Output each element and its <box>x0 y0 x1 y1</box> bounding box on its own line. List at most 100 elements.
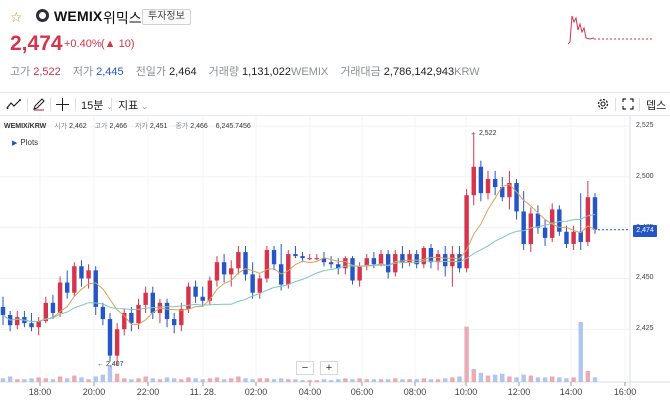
trendline-icon[interactable] <box>6 98 22 110</box>
x-tick-label: 12:00 <box>507 387 531 397</box>
candle-up <box>507 183 512 198</box>
high-value: 2,522 <box>33 66 61 78</box>
candle-down <box>400 254 405 263</box>
x-tick-label: 10:00 <box>454 387 478 397</box>
candle-up <box>407 254 412 263</box>
candle-down <box>564 231 569 244</box>
candle-up <box>343 258 348 269</box>
volume-bar <box>514 377 519 382</box>
candle-down <box>414 254 419 265</box>
volume-bar <box>542 377 548 382</box>
volume-bar <box>300 380 305 382</box>
candle-up <box>357 266 362 281</box>
volume-bar <box>507 376 512 382</box>
candle-down <box>514 183 519 212</box>
prev-close-label: 전일가 <box>135 66 167 78</box>
volume-bar <box>93 376 98 382</box>
candle-up <box>122 312 127 330</box>
interval-selector[interactable]: 15분 ⌄ <box>81 97 113 113</box>
volume-bar <box>457 376 462 382</box>
legend-high-value: 2,466 <box>109 123 128 130</box>
candle-up <box>314 258 320 260</box>
candle-up <box>450 254 455 267</box>
crosshair-icon[interactable] <box>56 98 69 111</box>
volume-bar <box>328 380 334 382</box>
x-tick-label: 22:00 <box>136 387 160 397</box>
volume-bar <box>428 379 434 382</box>
x-tick-label: 20:00 <box>82 387 106 397</box>
volume-bar <box>171 378 177 382</box>
x-tick-label: 14:00 <box>559 387 583 397</box>
depth-button[interactable]: 뎁스 <box>646 100 667 112</box>
candle-up <box>286 254 291 285</box>
candle-up <box>214 262 220 281</box>
x-tick-label: 11. 28. <box>189 387 217 397</box>
pair-label: WEMIX/KRW <box>4 123 47 130</box>
candle-up <box>307 258 312 260</box>
volume-bar <box>278 378 284 382</box>
candle-down <box>371 258 377 265</box>
volume-value: 1,131,022 <box>242 66 291 78</box>
volume-bar <box>521 374 526 382</box>
volume-bar <box>271 379 277 382</box>
change-amount-value: ▲ 10 <box>104 38 131 50</box>
volume-bar <box>7 376 13 382</box>
volume-bar <box>592 377 598 382</box>
volume-bar <box>400 379 405 382</box>
plots-label: Plots <box>20 138 39 147</box>
volume-bar <box>129 379 134 382</box>
volume-bar <box>250 379 255 382</box>
change-amount: (▲ 10) <box>101 38 135 50</box>
zoom-out-button[interactable]: − <box>296 361 314 375</box>
candle-up <box>471 166 476 196</box>
volume-bar <box>357 378 362 382</box>
candle-up <box>229 268 234 275</box>
candle-down <box>535 213 541 228</box>
fullscreen-icon[interactable] <box>622 98 634 110</box>
volume-bar <box>450 377 455 382</box>
candle-down <box>243 252 248 275</box>
candle-down <box>129 312 134 324</box>
volume-bar <box>136 378 141 382</box>
candle-up <box>464 195 469 269</box>
volume-bar <box>464 326 469 382</box>
volume-bar <box>186 377 191 382</box>
divider <box>639 98 640 111</box>
candle-up <box>136 304 141 324</box>
volume-bar <box>571 377 576 382</box>
zoom-in-button[interactable]: + <box>320 361 338 375</box>
candle-down <box>164 302 170 320</box>
candle-down <box>385 254 391 273</box>
candle-down <box>271 250 277 265</box>
candle-up <box>186 286 191 309</box>
divider <box>75 98 76 111</box>
close-value: 2,466 <box>190 123 208 130</box>
candle-down <box>150 292 155 313</box>
indicator-selector[interactable]: 지표 ⌄ <box>118 97 148 113</box>
volume-bar <box>200 379 205 382</box>
candle-down <box>350 258 355 281</box>
plots-toggle[interactable]: ▶ Plots <box>12 138 38 147</box>
invest-info-button[interactable]: 투자정보 <box>142 9 191 25</box>
star-icon[interactable]: ☆ <box>10 9 23 25</box>
volume-bar <box>22 379 27 382</box>
volume-bar <box>43 378 49 382</box>
volume-bar <box>307 380 312 382</box>
candle-up <box>179 308 184 326</box>
volume-bar <box>57 376 63 382</box>
volume-bar <box>478 372 484 382</box>
expand-triangle-icon: ▶ <box>12 140 18 147</box>
y-tick-label: 2,500 <box>636 172 654 180</box>
pencil-icon[interactable] <box>32 97 46 111</box>
candlestick-chart[interactable] <box>0 116 670 400</box>
amount-label: 거래대금 <box>340 66 381 78</box>
settings-icon[interactable] <box>596 97 610 111</box>
chevron-down-icon: ⌄ <box>106 102 114 111</box>
candle-down <box>29 323 34 328</box>
candle-up <box>485 178 491 194</box>
volume-bar <box>86 379 91 382</box>
candle-up <box>257 278 262 293</box>
volume-bar <box>164 377 170 382</box>
volume-bar <box>414 379 419 382</box>
volume-bar <box>236 376 241 382</box>
